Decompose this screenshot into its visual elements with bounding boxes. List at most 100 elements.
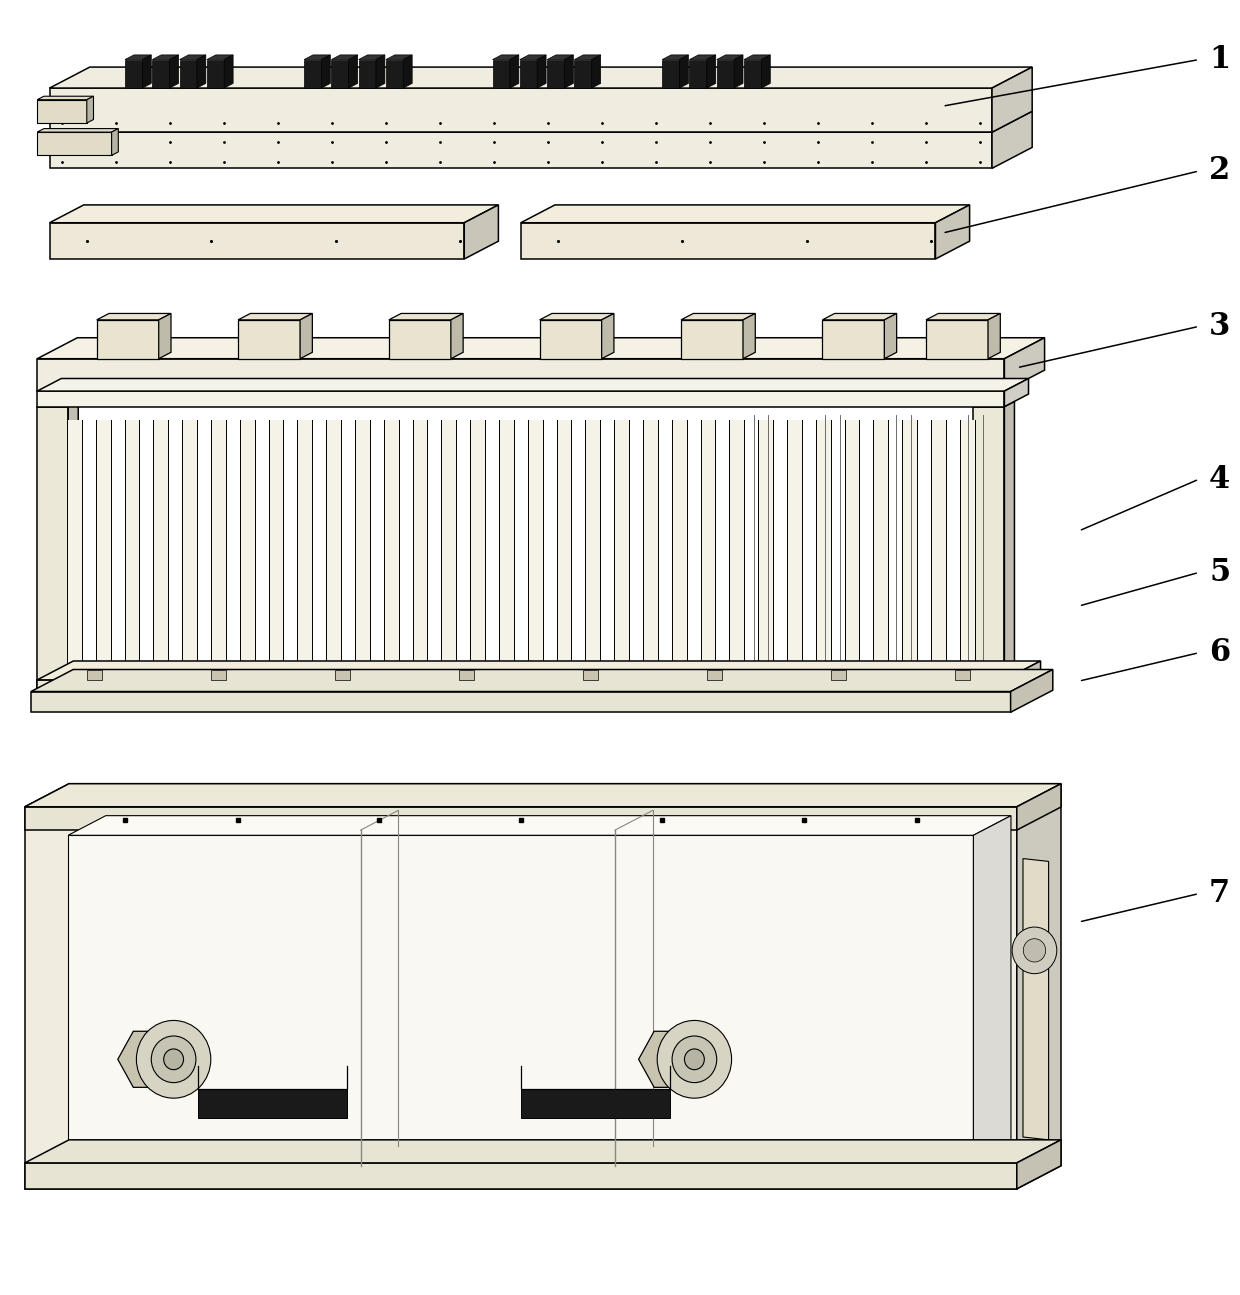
Polygon shape xyxy=(37,660,1040,680)
Polygon shape xyxy=(1004,401,1014,694)
Bar xyxy=(184,672,196,688)
Polygon shape xyxy=(498,420,513,668)
Polygon shape xyxy=(585,420,600,668)
Polygon shape xyxy=(37,128,118,132)
Bar xyxy=(615,672,627,688)
Bar xyxy=(817,672,830,688)
Polygon shape xyxy=(539,320,601,359)
Polygon shape xyxy=(931,420,946,668)
Bar xyxy=(241,672,253,688)
Bar xyxy=(529,672,542,688)
Polygon shape xyxy=(67,420,82,668)
Polygon shape xyxy=(672,420,687,668)
Polygon shape xyxy=(207,60,224,88)
Polygon shape xyxy=(37,378,1028,391)
Polygon shape xyxy=(1004,660,1040,706)
Polygon shape xyxy=(389,320,451,359)
Polygon shape xyxy=(97,313,171,320)
Polygon shape xyxy=(386,54,412,60)
Polygon shape xyxy=(681,320,743,359)
Bar xyxy=(335,670,350,680)
Polygon shape xyxy=(37,132,112,155)
Bar xyxy=(702,672,714,688)
Polygon shape xyxy=(689,54,715,60)
Polygon shape xyxy=(326,420,341,668)
Bar xyxy=(961,672,973,688)
Bar xyxy=(587,672,599,688)
Polygon shape xyxy=(601,313,614,359)
Polygon shape xyxy=(744,54,770,60)
Text: 3: 3 xyxy=(1209,311,1230,342)
Polygon shape xyxy=(734,54,743,88)
Circle shape xyxy=(164,1049,184,1070)
Bar xyxy=(831,670,846,680)
Polygon shape xyxy=(492,54,518,60)
Bar xyxy=(707,670,722,680)
Polygon shape xyxy=(95,420,110,668)
Bar xyxy=(846,672,858,688)
Polygon shape xyxy=(935,205,970,259)
Polygon shape xyxy=(680,54,688,88)
Polygon shape xyxy=(376,54,384,88)
Polygon shape xyxy=(464,205,498,259)
Polygon shape xyxy=(816,420,831,668)
Polygon shape xyxy=(758,420,773,668)
Polygon shape xyxy=(520,54,546,60)
Polygon shape xyxy=(873,420,888,668)
Polygon shape xyxy=(973,407,1004,694)
Polygon shape xyxy=(960,420,975,668)
Polygon shape xyxy=(413,420,428,668)
Polygon shape xyxy=(153,54,179,60)
Polygon shape xyxy=(547,54,573,60)
Polygon shape xyxy=(510,54,518,88)
Polygon shape xyxy=(25,1140,1061,1163)
Polygon shape xyxy=(180,54,206,60)
Polygon shape xyxy=(537,54,546,88)
Circle shape xyxy=(1012,927,1056,974)
Polygon shape xyxy=(25,1163,1017,1189)
Bar xyxy=(198,1089,347,1118)
Polygon shape xyxy=(68,835,973,1166)
Polygon shape xyxy=(50,205,498,223)
Text: 2: 2 xyxy=(1209,155,1230,186)
Polygon shape xyxy=(539,313,614,320)
Polygon shape xyxy=(207,54,233,60)
Polygon shape xyxy=(153,60,170,88)
Polygon shape xyxy=(304,54,330,60)
Polygon shape xyxy=(118,1031,180,1088)
Polygon shape xyxy=(37,407,68,694)
Polygon shape xyxy=(298,420,312,668)
Polygon shape xyxy=(662,60,680,88)
Polygon shape xyxy=(644,420,658,668)
Polygon shape xyxy=(1017,783,1061,1189)
Polygon shape xyxy=(470,420,485,668)
Bar xyxy=(459,670,474,680)
Polygon shape xyxy=(729,420,744,668)
Polygon shape xyxy=(884,313,897,359)
Bar xyxy=(521,1089,670,1118)
Text: 4: 4 xyxy=(1209,464,1230,495)
Polygon shape xyxy=(211,420,226,668)
Polygon shape xyxy=(1017,783,1061,830)
Polygon shape xyxy=(389,313,464,320)
Polygon shape xyxy=(451,313,464,359)
Polygon shape xyxy=(717,54,743,60)
Polygon shape xyxy=(903,420,918,668)
Circle shape xyxy=(657,1020,732,1098)
Bar xyxy=(874,672,887,688)
Polygon shape xyxy=(1017,1140,1061,1189)
Polygon shape xyxy=(68,401,78,694)
Polygon shape xyxy=(358,54,384,60)
Polygon shape xyxy=(403,54,412,88)
Polygon shape xyxy=(992,111,1032,168)
Polygon shape xyxy=(68,816,1011,835)
Polygon shape xyxy=(143,54,151,88)
Polygon shape xyxy=(348,54,357,88)
Polygon shape xyxy=(701,420,715,668)
Bar xyxy=(125,672,138,688)
Bar xyxy=(558,672,570,688)
Bar xyxy=(356,672,368,688)
Polygon shape xyxy=(170,54,179,88)
Bar xyxy=(97,672,109,688)
Polygon shape xyxy=(743,313,755,359)
